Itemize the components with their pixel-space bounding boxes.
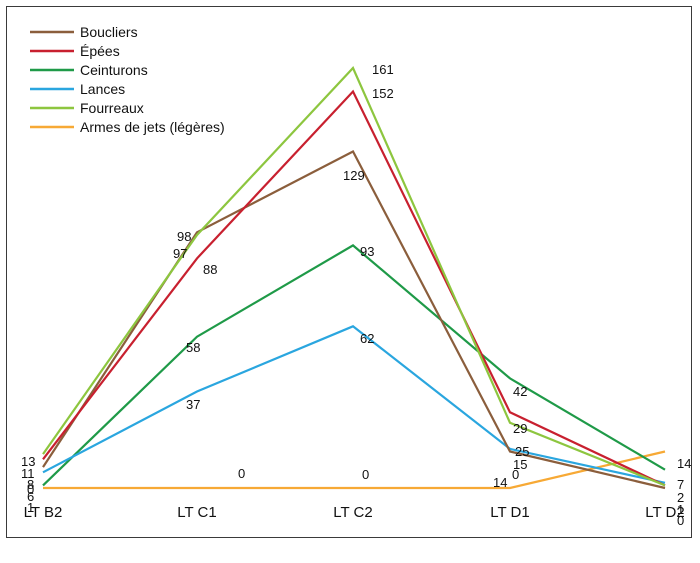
data-label-boucliers-lt-c1: 98 [177,229,191,244]
data-label-epees-lt-c2: 152 [372,86,394,101]
data-label-ceinturons-lt-c1: 58 [186,340,200,355]
data-label-fourreaux-lt-b2: 13 [21,454,35,469]
data-label-boucliers-lt-d2: 0 [677,513,684,528]
data-label-lances-lt-d1: 15 [513,457,527,472]
x-tick-label-lt-d1: LT D1 [490,504,529,521]
data-label-epees-lt-c1: 88 [203,262,217,277]
data-label-boucliers-lt-c2: 129 [343,168,365,183]
x-tick-label-lt-d2: LT D2 [645,504,684,521]
data-label-ceinturons-lt-d2: 7 [677,477,684,492]
legend-label-ceinturons: Ceinturons [80,62,148,78]
data-label-ceinturons-lt-c2: 93 [360,244,374,259]
data-label-fourreaux-lt-d1: 25 [515,444,529,459]
data-label-boucliers-lt-b2: 8 [27,477,34,492]
data-label-epees-lt-b2: 11 [21,466,35,481]
legend-label-boucliers: Boucliers [80,24,138,40]
data-label-ceinturons-lt-b2: 1 [27,500,34,515]
data-label-armes-de-jets-legeres-lt-c2: 0 [362,467,369,482]
data-label-armes-de-jets-legeres-lt-d2: 14 [677,456,691,471]
legend-label-armes-de-jets-legeres: Armes de jets (légères) [80,119,225,135]
series-line-ceinturons [42,244,666,487]
data-label-armes-de-jets-legeres-lt-c1: 0 [238,466,245,481]
legend-label-fourreaux: Fourreaux [80,100,144,116]
data-label-fourreaux-lt-c2: 161 [372,62,394,77]
x-tick-label-lt-c2: LT C2 [333,504,372,521]
data-label-fourreaux-lt-c1: 97 [173,246,187,261]
legend-label-epees: Épées [80,43,120,59]
data-label-ceinturons-lt-d1: 42 [513,384,527,399]
data-label-boucliers-lt-d1: 14 [493,475,507,490]
data-label-armes-de-jets-legeres-lt-b2: 0 [27,482,34,497]
series-line-fourreaux [42,66,666,487]
series-line-lances [42,325,666,484]
chart-frame [6,6,692,538]
data-label-epees-lt-d1: 29 [513,421,527,436]
series-line-armes-de-jets-legeres [43,450,666,490]
series-line-boucliers [42,150,666,490]
data-label-lances-lt-b2: 6 [27,489,34,504]
data-label-lances-lt-d2: 2 [677,490,684,505]
x-tick-label-lt-c1: LT C1 [177,504,216,521]
series-line-epees [42,89,666,487]
data-label-lances-lt-c1: 37 [186,397,200,412]
data-label-armes-de-jets-legeres-lt-d1: 0 [512,467,519,482]
data-label-lances-lt-c2: 62 [360,331,374,346]
x-tick-label-lt-b2: LT B2 [24,504,63,521]
legend-label-lances: Lances [80,81,125,97]
data-label-epees-lt-d2: 1 [677,502,684,517]
